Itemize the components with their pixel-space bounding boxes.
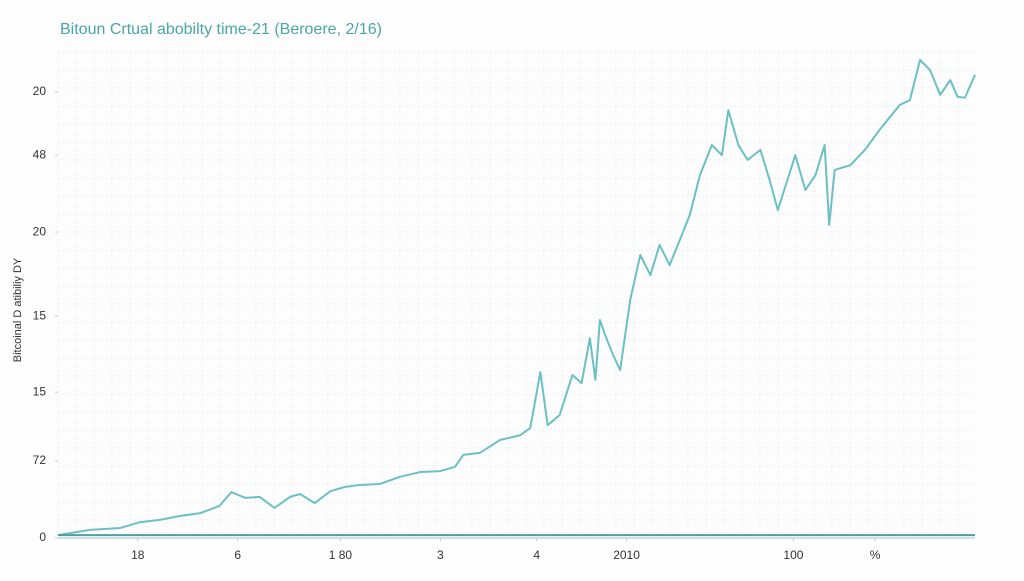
x-tick-label: 100 <box>783 548 803 562</box>
x-tick-label: 2010 <box>613 548 640 562</box>
y-tick-label: 20 <box>33 224 47 238</box>
y-axis-label: Bitcoinal D atibiliy DY <box>12 257 24 362</box>
y-tick-label: 20 <box>33 84 47 98</box>
x-tick-label: 18 <box>131 548 145 562</box>
y-tick-label: 0 <box>39 530 46 544</box>
x-tick-label: % <box>870 548 881 562</box>
x-tick-label: 1 80 <box>329 548 353 562</box>
y-tick-label: 15 <box>33 308 47 322</box>
y-tick-label: 72 <box>33 453 47 467</box>
y-tick-label: 15 <box>33 384 47 398</box>
x-tick-label: 4 <box>533 548 540 562</box>
x-tick-label: 6 <box>234 548 241 562</box>
line-series <box>57 59 976 537</box>
chart-title: Bitoun Crtual abobilty time-21 (Beroere,… <box>60 21 382 38</box>
x-tick-label: 3 <box>437 548 444 562</box>
y-tick-label: 48 <box>33 147 47 161</box>
